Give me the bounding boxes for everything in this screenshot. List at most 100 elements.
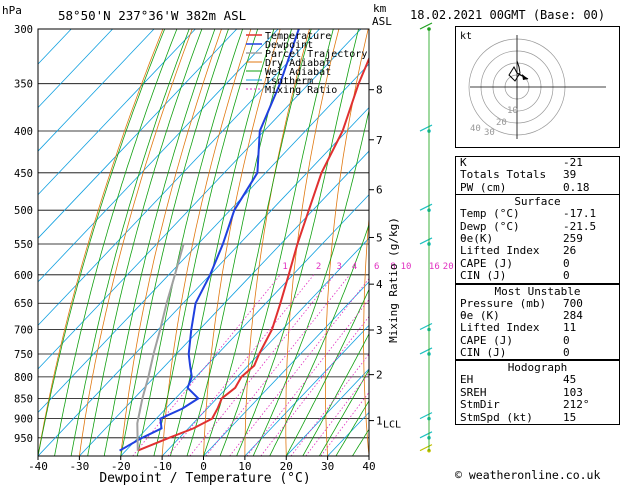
mixing-ratio-label: 4 (352, 262, 357, 272)
pressure-tick-label: 400 (14, 126, 33, 138)
km-tick-label: 4 (376, 278, 383, 291)
surface-section: Surface Temp (°C) -17.1 Dewp (°C) -21.5 θe… (455, 194, 620, 284)
isotherm-line (285, 368, 369, 456)
wet-adiabat-line (170, 29, 275, 456)
surface-row: CAPE (J) 0 (460, 256, 570, 270)
legend-dewpoint: Dewpoint (265, 40, 313, 51)
isotherm-line (38, 29, 72, 65)
dry-adiabat-line (244, 29, 310, 456)
surface-row: θe(K) 259 (460, 231, 583, 245)
pressure-tick-label: 350 (14, 79, 33, 91)
hodograph-ring-label-40: 40 (470, 124, 481, 134)
km-tick-label: 7 (376, 134, 383, 147)
most-unstable-title: Most Unstable (494, 284, 581, 298)
chart-legend: Temperature Dewpoint Parcel Trajectory D… (246, 31, 367, 96)
mixing-ratio-line (167, 274, 315, 456)
temperature-line (137, 56, 369, 452)
mixing-ratio-axis-title: Mixing Ratio (g/kg) (387, 217, 400, 343)
chart-axes: 1234681016202530035040045050055060065070… (14, 24, 468, 473)
x-tick-label: 40 (362, 460, 375, 473)
dry-adiabat-line (38, 29, 164, 456)
mu-row: CAPE (J) 0 (460, 333, 570, 347)
km-tick-label: 1 (376, 415, 383, 428)
copyright-footer: © weatheronline.co.uk (455, 468, 601, 482)
hodograph-ring-label-10: 10 (507, 106, 518, 116)
pressure-tick-label: 800 (14, 372, 33, 384)
hodograph-ring-label-30: 30 (484, 128, 495, 138)
isotherm-line (38, 63, 369, 414)
km-tick-label: 5 (376, 231, 383, 244)
pressure-tick-label: 300 (14, 24, 33, 36)
mu-row: Pressure (mb) 700 (460, 296, 583, 310)
legend-parcel: Parcel Trajectory (265, 49, 367, 60)
index-row-totals: Totals Totals 39 (460, 168, 577, 182)
wet-adiabat-line (70, 29, 190, 456)
pressure-tick-label: 450 (14, 168, 33, 180)
hodo-row: StmSpd (kt) 15 (460, 410, 577, 424)
surface-row: Lifted Index 26 (460, 244, 577, 258)
wind-barb (419, 347, 433, 355)
hodograph: kt 10 20 30 40 (455, 26, 620, 148)
wet-adiabat-line (302, 333, 369, 456)
pressure-tick-label: 600 (14, 270, 33, 282)
hodo-row: SREH 103 (460, 385, 583, 399)
x-tick-label: 20 (280, 460, 293, 473)
wet-adiabat-line (335, 400, 369, 456)
surface-title: Surface (514, 195, 561, 209)
x-tick-label: -40 (28, 460, 48, 473)
mixing-ratio-line (189, 274, 335, 456)
wet-adiabat-line (120, 29, 229, 456)
wet-adiabat-line (219, 29, 334, 456)
mu-row: θe (K) 284 (460, 308, 583, 322)
isotherm-line (244, 324, 369, 456)
wind-barb (419, 237, 433, 245)
pressure-tick-label: 500 (14, 205, 33, 217)
dry-adiabat-line (437, 29, 457, 456)
hodograph-table-title: Hodograph (507, 361, 568, 375)
mixing-ratio-label: 1 (282, 262, 287, 272)
pressure-tick-label: 850 (14, 393, 33, 405)
wind-barb (419, 322, 433, 331)
km-unit-label: km (373, 2, 387, 15)
km-tick-label: 3 (376, 324, 383, 337)
wet-adiabat-line (153, 29, 259, 456)
dry-adiabat-line (79, 29, 193, 456)
hodo-row: StmDir 212° (460, 398, 590, 412)
pressure-tick-label: 650 (14, 298, 33, 310)
wet-adiabat-line (38, 29, 166, 456)
dry-adiabat-line (161, 29, 252, 456)
mixing-ratio-label: 2 (316, 262, 321, 272)
parcel-trajectory-line (136, 243, 185, 451)
dry-adiabat-line (363, 214, 369, 456)
hodograph-ring-label-20: 20 (496, 118, 507, 128)
surface-row: Temp (°C) -17.1 (460, 207, 597, 221)
legend-temperature: Temperature (265, 31, 331, 42)
mixing-ratio-label: 6 (374, 262, 379, 272)
pressure-tick-label: 700 (14, 325, 33, 337)
datetime-label: 18.02.2021 00GMT (Base: 00) (410, 8, 606, 22)
dewpoint-line (119, 29, 300, 452)
wind-barb (419, 22, 433, 30)
storm-motion-arrow-icon (522, 74, 528, 80)
surface-row: CIN (J) 0 (460, 269, 570, 283)
surface-row: Dewp (°C) -21.5 (460, 219, 597, 233)
mixing-ratio-label: 10 (401, 262, 412, 272)
location-title: 58°50'N 237°36'W 382m ASL (58, 8, 246, 23)
km-tick-label: 8 (376, 84, 383, 97)
wind-barb-dot (427, 448, 431, 453)
isotherm-line (38, 29, 279, 283)
isotherm-line (38, 29, 155, 152)
wet-adiabat-line (285, 288, 369, 456)
wind-barb (419, 444, 433, 452)
wet-adiabat-line (103, 29, 216, 456)
index-row-k: K -21 (460, 156, 583, 169)
isotherm-line (38, 29, 196, 196)
wet-adiabat-line (54, 29, 178, 456)
mixing-ratio-line (205, 274, 351, 456)
chart-series (119, 29, 369, 452)
km-tick-label: 2 (376, 369, 383, 382)
wet-adiabat-line (186, 29, 292, 456)
isotherm-line (203, 281, 369, 456)
wind-barb (419, 431, 433, 439)
hodograph-section: Hodograph EH 45 SREH 103 StmDir 212° StmSpd… (455, 360, 620, 425)
